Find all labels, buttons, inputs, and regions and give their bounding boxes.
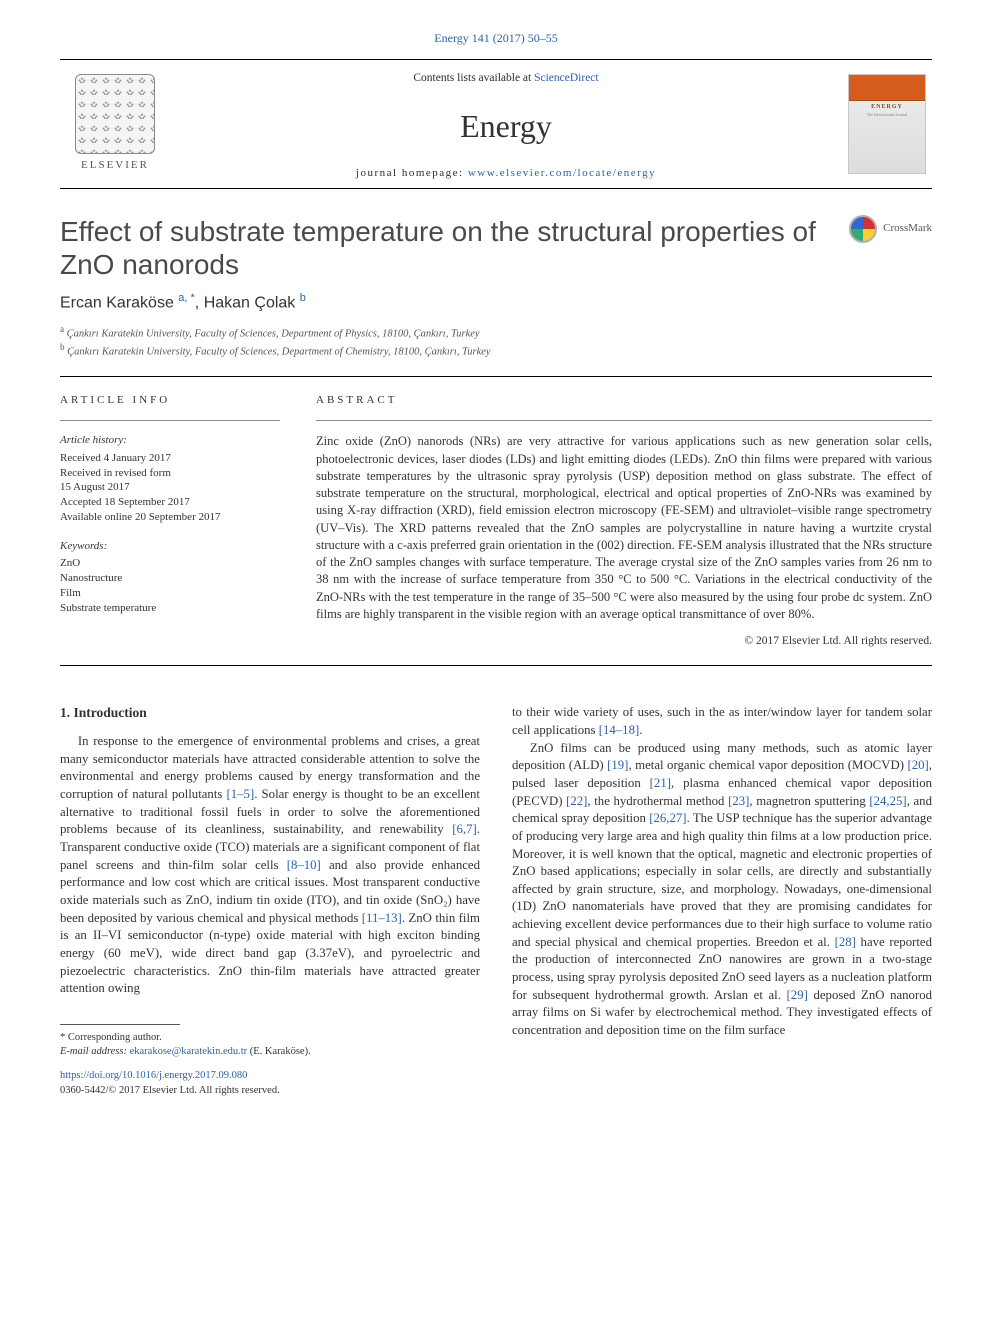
homepage-link[interactable]: www.elsevier.com/locate/energy xyxy=(468,167,656,179)
ref-link[interactable]: [19] xyxy=(607,758,628,772)
para-2: to their wide variety of uses, such in t… xyxy=(512,704,932,739)
ref-link[interactable]: [24,25] xyxy=(869,794,906,808)
meta-row: ARTICLE INFO Article history: Received 4… xyxy=(60,393,932,649)
publisher-name: ELSEVIER xyxy=(81,158,149,173)
contents-prefix: Contents lists available at xyxy=(413,72,534,84)
ref-link[interactable]: [20] xyxy=(907,758,928,772)
doi-line: https://doi.org/10.1016/j.energy.2017.09… xyxy=(60,1069,480,1084)
affiliations: a Çankırı Karatekin University, Faculty … xyxy=(60,323,932,360)
ref-link[interactable]: [11–13] xyxy=(362,911,402,925)
citation-link[interactable]: Energy 141 (2017) 50–55 xyxy=(434,31,557,45)
affil-text-b: Çankırı Karatekin University, Faculty of… xyxy=(65,347,491,358)
crossmark-icon xyxy=(849,215,877,243)
para-1: In response to the emergence of environm… xyxy=(60,733,480,998)
history-line: Available online 20 September 2017 xyxy=(60,510,280,525)
email-label: E-mail address: xyxy=(60,1046,130,1057)
publisher-logo-box: ELSEVIER xyxy=(60,60,170,188)
affiliation-b: b Çankırı Karatekin University, Faculty … xyxy=(60,341,932,360)
keyword: Film xyxy=(60,586,280,601)
abstract-block: ABSTRACT Zinc oxide (ZnO) nanorods (NRs)… xyxy=(316,393,932,649)
crossmark-label: CrossMark xyxy=(883,221,932,236)
ref-link[interactable]: [8–10] xyxy=(287,858,321,872)
email-link[interactable]: ekarakose@karatekin.edu.tr xyxy=(130,1046,248,1057)
abstract-body: Zinc oxide (ZnO) nanorods (NRs) are very… xyxy=(316,433,932,623)
author-1: Ercan Karaköse xyxy=(60,294,178,311)
elsevier-tree-icon xyxy=(75,74,155,154)
para-3: ZnO films can be produced using many met… xyxy=(512,740,932,1040)
rule-top xyxy=(60,376,932,377)
abstract-label: ABSTRACT xyxy=(316,393,932,408)
ref-link[interactable]: [28] xyxy=(835,935,856,949)
homepage-line: journal homepage: www.elsevier.com/locat… xyxy=(356,166,656,181)
keyword: Substrate temperature xyxy=(60,601,280,616)
ref-link[interactable]: [26,27] xyxy=(649,811,686,825)
footnote-rule xyxy=(60,1024,180,1025)
cover-title: ENERGY xyxy=(849,103,925,111)
email-footnote: E-mail address: ekarakose@karatekin.edu.… xyxy=(60,1045,480,1059)
body-columns: 1. Introduction In response to the emerg… xyxy=(60,704,932,1098)
history-line: Received in revised form xyxy=(60,466,280,481)
text: . xyxy=(639,723,642,737)
history-line: Accepted 18 September 2017 xyxy=(60,495,280,510)
rule-mid xyxy=(60,665,932,666)
email-tail: (E. Karaköse). xyxy=(247,1046,311,1057)
corresponding-footnote: * Corresponding author. xyxy=(60,1031,480,1045)
history-head: Article history: xyxy=(60,433,280,448)
journal-cover-box: ENERGY The International Journal xyxy=(842,60,932,188)
history-line: 15 August 2017 xyxy=(60,480,280,495)
crossmark-badge[interactable]: CrossMark xyxy=(842,215,932,243)
info-rule xyxy=(60,420,280,421)
keyword: Nanostructure xyxy=(60,571,280,586)
journal-header: ELSEVIER Contents lists available at Sci… xyxy=(60,59,932,189)
page-citation: Energy 141 (2017) 50–55 xyxy=(60,30,932,47)
text: , the hydrothermal method xyxy=(587,794,728,808)
author-2-affil: b xyxy=(300,292,306,304)
section-1-head: 1. Introduction xyxy=(60,704,480,723)
text: to their wide variety of uses, such in t… xyxy=(512,705,932,737)
article-info-label: ARTICLE INFO xyxy=(60,393,280,408)
sciencedirect-link[interactable]: ScienceDirect xyxy=(534,72,599,84)
ref-link[interactable]: [29] xyxy=(787,988,808,1002)
keywords-head: Keywords: xyxy=(60,539,280,554)
homepage-prefix: journal homepage: xyxy=(356,167,468,179)
ref-link[interactable]: [6,7] xyxy=(452,822,477,836)
abstract-copyright: © 2017 Elsevier Ltd. All rights reserved… xyxy=(316,633,932,649)
ref-link[interactable]: [1–5] xyxy=(227,787,255,801)
author-1-affil: a, * xyxy=(178,292,195,304)
header-center: Contents lists available at ScienceDirec… xyxy=(170,60,842,188)
affiliation-a: a Çankırı Karatekin University, Faculty … xyxy=(60,323,932,342)
affil-text-a: Çankırı Karatekin University, Faculty of… xyxy=(64,328,480,339)
keyword: ZnO xyxy=(60,556,280,571)
journal-name: Energy xyxy=(460,104,552,149)
text: , magnetron sputtering xyxy=(749,794,869,808)
author-sep: , Hakan Çolak xyxy=(195,294,300,311)
abstract-rule xyxy=(316,420,932,421)
article-info: ARTICLE INFO Article history: Received 4… xyxy=(60,393,280,649)
doi-link[interactable]: https://doi.org/10.1016/j.energy.2017.09… xyxy=(60,1070,247,1081)
authors-line: Ercan Karaköse a, *, Hakan Çolak b xyxy=(60,291,932,315)
ref-link[interactable]: [22] xyxy=(566,794,587,808)
text: , metal organic chemical vapor depositio… xyxy=(628,758,907,772)
journal-cover-thumb: ENERGY The International Journal xyxy=(848,74,926,174)
contents-line: Contents lists available at ScienceDirec… xyxy=(413,70,598,86)
ref-link[interactable]: [21] xyxy=(650,776,671,790)
issn-line: 0360-5442/© 2017 Elsevier Ltd. All right… xyxy=(60,1084,480,1098)
history-line: Received 4 January 2017 xyxy=(60,451,280,466)
ref-link[interactable]: [14–18] xyxy=(599,723,640,737)
article-title: Effect of substrate temperature on the s… xyxy=(60,215,826,281)
text: . The USP technique has the superior adv… xyxy=(512,811,932,949)
ref-link[interactable]: [23] xyxy=(728,794,749,808)
